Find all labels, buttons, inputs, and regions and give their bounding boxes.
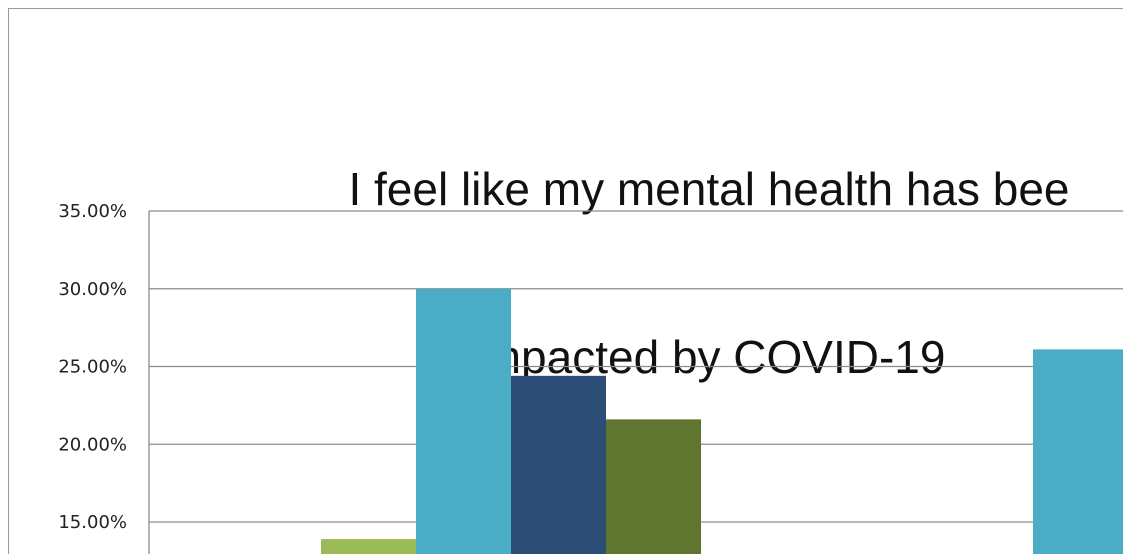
y-tick-label: 15.00% [58, 512, 127, 533]
chart-frame: I feel like my mental health has bee imp… [8, 8, 1123, 554]
bar-series-4-group-1 [606, 419, 701, 554]
bar-series-1-group-1 [321, 539, 416, 554]
bar-chart-plot: 35.00% 30.00% 25.00% 20.00% 15.00% [58, 201, 1123, 554]
bar-series-2-group-1 [416, 288, 511, 554]
y-tick-label: 25.00% [58, 357, 127, 378]
y-tick-label: 35.00% [58, 201, 127, 222]
bar-series-3-group-1 [511, 375, 606, 554]
y-tick-label: 20.00% [58, 434, 127, 455]
chart-title-line-1: I feel like my mental health has bee [348, 163, 1070, 215]
bar-series-2-group-2 [1033, 349, 1123, 554]
y-tick-label: 30.00% [58, 279, 127, 300]
